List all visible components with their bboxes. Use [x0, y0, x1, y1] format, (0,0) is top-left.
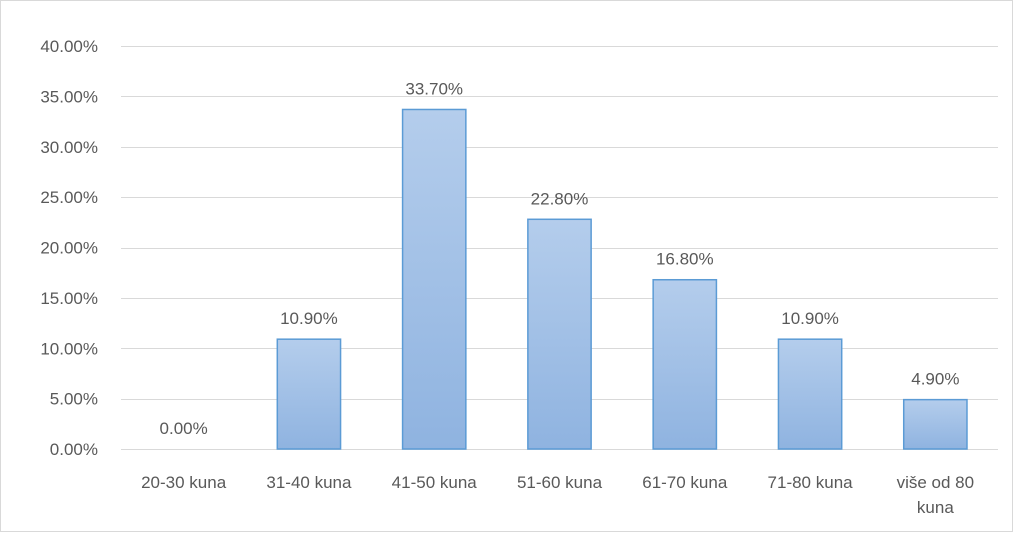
- y-tick-label: 30.00%: [40, 138, 98, 157]
- y-tick-label: 15.00%: [40, 289, 98, 308]
- x-tick-label: 61-70 kuna: [642, 473, 728, 492]
- x-tick-label: 71-80 kuna: [768, 473, 854, 492]
- x-tick-label: 31-40 kuna: [266, 473, 352, 492]
- data-label: 0.00%: [160, 419, 208, 438]
- bar: [527, 218, 592, 450]
- x-tick-label: 20-30 kuna: [141, 473, 227, 492]
- x-axis-tick-labels: 20-30 kuna 31-40 kuna 41-50 kuna 51-60 kuna…: [141, 473, 974, 517]
- y-tick-label: 0.00%: [50, 440, 98, 459]
- data-label: 22.80%: [531, 189, 589, 208]
- bar: [276, 338, 342, 450]
- x-tick-label: 51-60 kuna: [517, 473, 603, 492]
- data-label: 4.90%: [911, 370, 959, 389]
- x-tick-label: 41-50 kuna: [392, 473, 478, 492]
- data-label: 10.90%: [781, 309, 839, 328]
- y-tick-label: 10.00%: [40, 339, 98, 358]
- bars: [276, 108, 968, 450]
- y-tick-label: 5.00%: [50, 390, 98, 409]
- data-label: 16.80%: [656, 250, 714, 269]
- bar: [401, 108, 467, 450]
- y-tick-label: 25.00%: [40, 188, 98, 207]
- bar: [902, 398, 968, 450]
- y-tick-label: 40.00%: [40, 37, 98, 56]
- data-label: 10.90%: [280, 309, 338, 328]
- bar: [652, 278, 718, 450]
- y-axis-tick-labels: 0.00% 5.00% 10.00% 15.00% 20.00% 25.00% 30.00%…: [40, 37, 98, 459]
- data-label: 33.70%: [405, 79, 463, 98]
- x-tick-label: više od 80 kuna: [897, 473, 975, 517]
- data-labels: 0.00% 10.90% 33.70% 22.80% 16.80% 10.90% 4.90%: [160, 79, 960, 438]
- bar: [777, 338, 843, 450]
- y-tick-label: 20.00%: [40, 239, 98, 258]
- y-tick-label: 35.00%: [40, 87, 98, 106]
